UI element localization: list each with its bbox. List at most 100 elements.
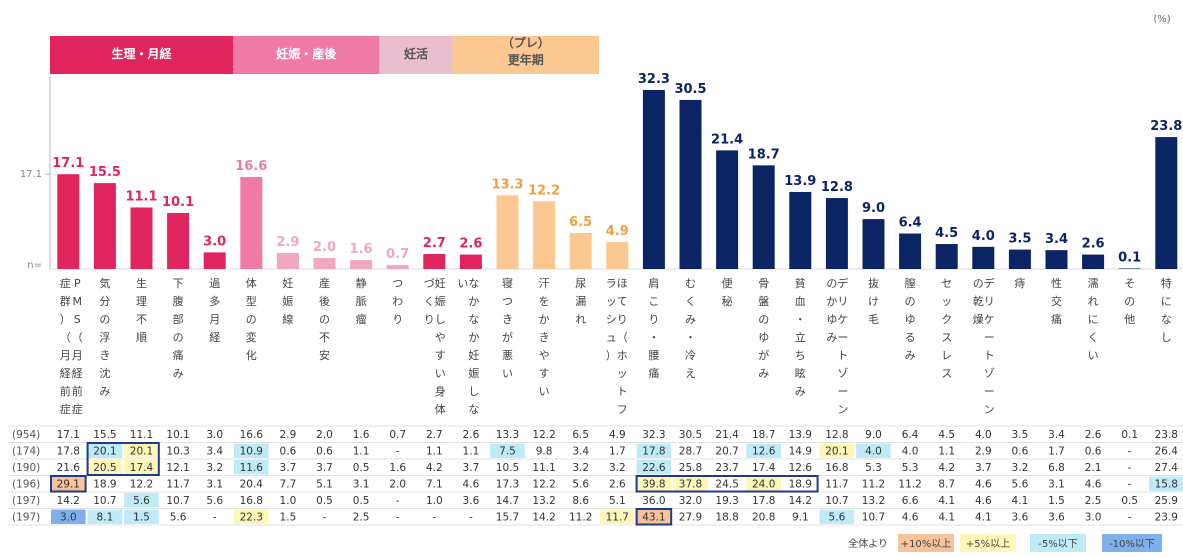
category-label-char: 燥 (973, 313, 984, 326)
value-label-30: 23.8 (1150, 119, 1182, 134)
table-cell: - (1128, 462, 1132, 474)
bar-12 (496, 195, 519, 269)
bar-7 (313, 257, 336, 269)
table-cell: 24.0 (752, 479, 775, 491)
table-cell: 14.9 (789, 446, 812, 458)
category-label-char: な (468, 277, 479, 290)
table-cell: 5.6 (206, 495, 223, 507)
category-label-char: 産 (319, 277, 330, 290)
bar-29 (1118, 268, 1141, 269)
bar-4 (203, 252, 226, 269)
category-label-char: 性 (1051, 276, 1062, 290)
category-label-char: わ (392, 295, 403, 308)
table-cell: - (213, 512, 217, 524)
value-label-22: 9.0 (862, 201, 885, 216)
category-label-char: い (435, 367, 446, 380)
category-label-char: す (435, 349, 446, 362)
legend-label-0: 全体より (848, 537, 888, 550)
table-row-n: (174) (12, 446, 40, 458)
category-label-char: ） (60, 313, 71, 326)
category-label-char: ッ (617, 367, 628, 380)
table-cell: 6.8 (1048, 462, 1065, 474)
table-cell: 10.7 (862, 512, 885, 524)
category-label-char: 膣 (905, 276, 916, 290)
table-cell: 4.2 (938, 462, 955, 474)
table-cell: 2.6 (1085, 429, 1102, 441)
table-cell: 20.8 (752, 512, 775, 524)
table-cell: 1.7 (609, 446, 626, 458)
bar-16 (642, 89, 665, 269)
table-cell: 2.7 (426, 429, 443, 441)
category-label-char: ち (795, 349, 806, 362)
table-cell: 3.2 (609, 462, 626, 474)
category-label-char: そ (1124, 277, 1135, 290)
table-cell: 5.3 (865, 462, 882, 474)
table-cell: 13.3 (496, 429, 519, 441)
table-cell: 0.5 (353, 495, 370, 507)
legend-swatch-4 (1102, 534, 1162, 552)
table-highlight-14 (673, 476, 708, 491)
category-label-char: 眩 (795, 366, 806, 380)
table-cell: 11.7 (166, 479, 189, 491)
category-label-char: レ (941, 349, 952, 362)
category-label-char: れ (575, 313, 586, 326)
category-label-char: く (1088, 331, 1099, 344)
table-cell: 6.5 (572, 429, 589, 441)
value-label-27: 3.4 (1045, 232, 1068, 247)
table-cell: 25.9 (1155, 495, 1178, 507)
table-cell: 14.2 (789, 495, 812, 507)
category-label-char: ゾ (984, 367, 995, 380)
category-label-char: 経 (209, 331, 220, 344)
table-cell: 17.8 (642, 446, 665, 458)
category-label-char: い (502, 367, 513, 380)
category-label-char: 冷 (685, 349, 696, 362)
category-label-char: シ (606, 313, 617, 326)
table-cell: 4.2 (426, 462, 443, 474)
table-cell: 1.5 (1048, 495, 1065, 507)
category-label-char: フ (617, 403, 628, 416)
group-header-label: 生理・月経 (111, 46, 172, 61)
table-highlight-0 (87, 443, 123, 458)
category-label-char: ほ (617, 277, 628, 290)
category-label-char: し (1161, 331, 1172, 344)
value-label-7: 2.0 (313, 240, 336, 255)
table-highlight-11 (636, 460, 672, 475)
table-cell: - (323, 512, 327, 524)
legend-swatch-2 (960, 534, 1016, 552)
table-cell: 10.7 (93, 495, 116, 507)
category-label-char: な (468, 313, 479, 326)
category-label-char: 前 (60, 384, 71, 398)
table-cell: 2.9 (280, 429, 297, 441)
category-label-char: ケ (984, 313, 995, 326)
category-label-char: ー (984, 385, 995, 398)
table-cell: 25.8 (679, 462, 702, 474)
table-cell: 3.7 (463, 462, 480, 474)
table-cell: 3.4 (206, 446, 223, 458)
bar-9 (386, 265, 409, 269)
bar-11 (459, 254, 482, 269)
table-cell: 10.5 (496, 462, 519, 474)
category-label-char: 瘤 (356, 312, 367, 326)
table-cell: 17.8 (752, 495, 775, 507)
value-label-28: 2.6 (1082, 237, 1105, 252)
bar-3 (167, 213, 190, 269)
table-cell: 11.1 (130, 429, 153, 441)
table-cell: 13.2 (862, 495, 885, 507)
table-cell: 4.0 (975, 429, 992, 441)
table-cell: 12.8 (825, 429, 848, 441)
table-row-n: (197) (12, 495, 40, 507)
category-label-char: き (502, 313, 513, 326)
category-label-char: ス (941, 367, 952, 380)
table-cell: 17.3 (496, 479, 519, 491)
category-label-char: て (617, 295, 628, 308)
table-cell: 5.1 (316, 479, 333, 491)
category-label-char: の (826, 277, 837, 290)
group-header-2 (379, 36, 453, 74)
table-cell: 4.1 (975, 512, 992, 524)
bar-25 (972, 246, 995, 269)
category-label-char: か (468, 331, 479, 344)
bar-0 (57, 174, 80, 269)
category-label-char: ト (984, 349, 995, 362)
category-label-char: や (539, 349, 550, 362)
table-cell: 3.4 (1048, 429, 1065, 441)
